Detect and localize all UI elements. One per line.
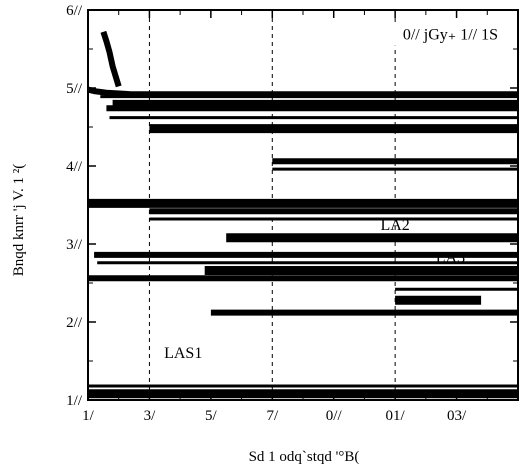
x-tick-label: 03/ bbox=[447, 408, 467, 424]
annotation-label: LAS1 bbox=[164, 345, 202, 362]
y-tick-label: 4// bbox=[66, 159, 83, 175]
annotation-label: LA3 bbox=[436, 250, 465, 267]
series-line bbox=[100, 30, 122, 88]
axes: 1/3/5/7/0// 01/03/1// 2// 3// 4// 5// 6// bbox=[66, 3, 519, 424]
y-axis-title: Bnqd knrr 'j V. 1 ²( bbox=[11, 164, 27, 277]
x-axis-title: Sd 1 odq`stqd '°B( bbox=[249, 449, 360, 465]
y-tick-label: 6// bbox=[66, 3, 83, 19]
plot-area bbox=[87, 10, 518, 400]
annotation-label: LA2 bbox=[380, 217, 409, 234]
y-tick-label: 3// bbox=[66, 237, 83, 253]
y-tick-label: 2// bbox=[66, 315, 83, 331]
annotations: 0// jGy₊ 1// 1S LA2 LA3 LAS1 bbox=[164, 23, 521, 362]
x-tick-label: 3/ bbox=[144, 408, 157, 424]
annotation-backdrop bbox=[353, 23, 521, 46]
x-tick-label: 0// bbox=[326, 408, 343, 424]
series-line bbox=[87, 86, 518, 98]
x-tick-label: 01/ bbox=[386, 408, 406, 424]
x-tick-label: 1/ bbox=[82, 408, 95, 424]
annotation-label: 0// jGy₊ 1// 1S bbox=[403, 27, 498, 44]
x-tick-label: 5/ bbox=[205, 408, 218, 424]
y-tick-label: 1// bbox=[66, 393, 83, 409]
x-tick-label: 7/ bbox=[266, 408, 279, 424]
y-tick-label: 5// bbox=[66, 81, 83, 97]
